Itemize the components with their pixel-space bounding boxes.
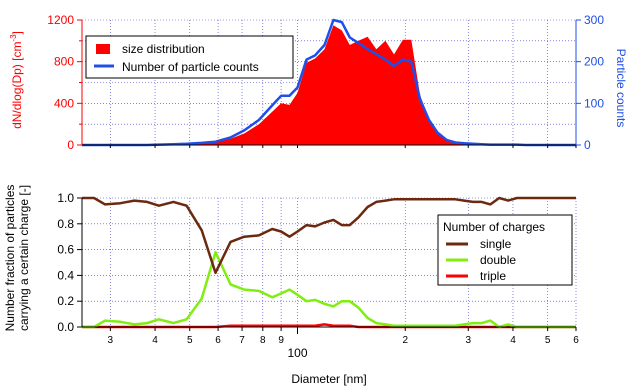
legend-label-particle-counts: Number of particle counts xyxy=(122,60,259,74)
ylabel-main: dN/dlog(Dp) [cm xyxy=(10,42,24,129)
x-axis-title: Diameter [nm] xyxy=(291,372,366,386)
top-right-tick-label: 100 xyxy=(584,96,604,110)
ylabel-end: ] xyxy=(10,31,24,34)
top-left-tick-label: 1200 xyxy=(47,13,74,27)
top-left-tick-label: 800 xyxy=(54,55,74,69)
x-tick-label: 9 xyxy=(278,335,284,346)
bottom-legend: Number of charges single double triple xyxy=(437,214,573,286)
top-right-tick-label: 0 xyxy=(584,138,591,152)
legend-label-size-distribution: size distribution xyxy=(122,42,205,56)
top-axes: 0 400 800 1200 0 100 200 300 xyxy=(47,13,604,152)
top-right-tick-label: 300 xyxy=(584,13,604,27)
x-tick-label: 6 xyxy=(215,335,221,346)
top-legend: size distribution Number of particle cou… xyxy=(85,35,294,79)
bottom-legend-title: Number of charges xyxy=(443,220,545,234)
x-tick-label: 2 xyxy=(402,335,408,346)
x-tick-label: 6 xyxy=(573,335,579,346)
bottom-left-tick-label: 0.8 xyxy=(57,217,74,231)
legend-label-single: single xyxy=(480,237,512,251)
bottom-left-tick-label: 0.2 xyxy=(57,294,74,308)
legend-label-double: double xyxy=(480,253,516,267)
legend-label-triple: triple xyxy=(480,269,506,283)
bottom-left-tick-label: 1.0 xyxy=(57,191,74,205)
double-charge-line xyxy=(82,250,576,329)
x-tick-label: 4 xyxy=(152,335,158,346)
bottom-left-tick-label: 0.0 xyxy=(57,320,74,334)
x-decade-label: 100 xyxy=(287,346,307,360)
top-right-tick-label: 200 xyxy=(584,55,604,69)
x-tick-label: 5 xyxy=(187,335,193,346)
x-tick-label: 3 xyxy=(108,335,114,346)
bottom-y-axis-title-line2: carrying a certain charge [-] xyxy=(17,185,31,331)
top-legend-box xyxy=(85,35,294,79)
top-left-tick-label: 0 xyxy=(67,138,74,152)
bottom-legend-box xyxy=(437,214,573,286)
x-tick-label: 8 xyxy=(260,335,266,346)
bottom-left-tick-label: 0.6 xyxy=(57,243,74,257)
top-y-axis-title: dN/dlog(Dp) [cm-3] xyxy=(9,31,24,129)
size-distribution-area xyxy=(82,25,576,146)
x-tick-label: 7 xyxy=(239,335,245,346)
x-tick-label: 4 xyxy=(510,335,516,346)
x-tick-label: 5 xyxy=(545,335,551,346)
ylabel-superscript: -3 xyxy=(9,34,18,42)
bottom-y-axis-title-line1: Number fraction of particles xyxy=(3,185,17,332)
top-y2-axis-title: Particle counts xyxy=(614,49,628,128)
x-tick-label: 3 xyxy=(465,335,471,346)
bottom-axes: 0.0 0.2 0.4 0.6 0.8 1.0 3 4 5 6 7 8 9 2 3 4 5 6 100 xyxy=(57,191,579,360)
bottom-left-tick-label: 0.4 xyxy=(57,268,74,282)
single-charge-line xyxy=(82,196,576,275)
top-left-tick-label: 400 xyxy=(54,96,74,110)
legend-swatch-size-distribution xyxy=(96,44,110,54)
